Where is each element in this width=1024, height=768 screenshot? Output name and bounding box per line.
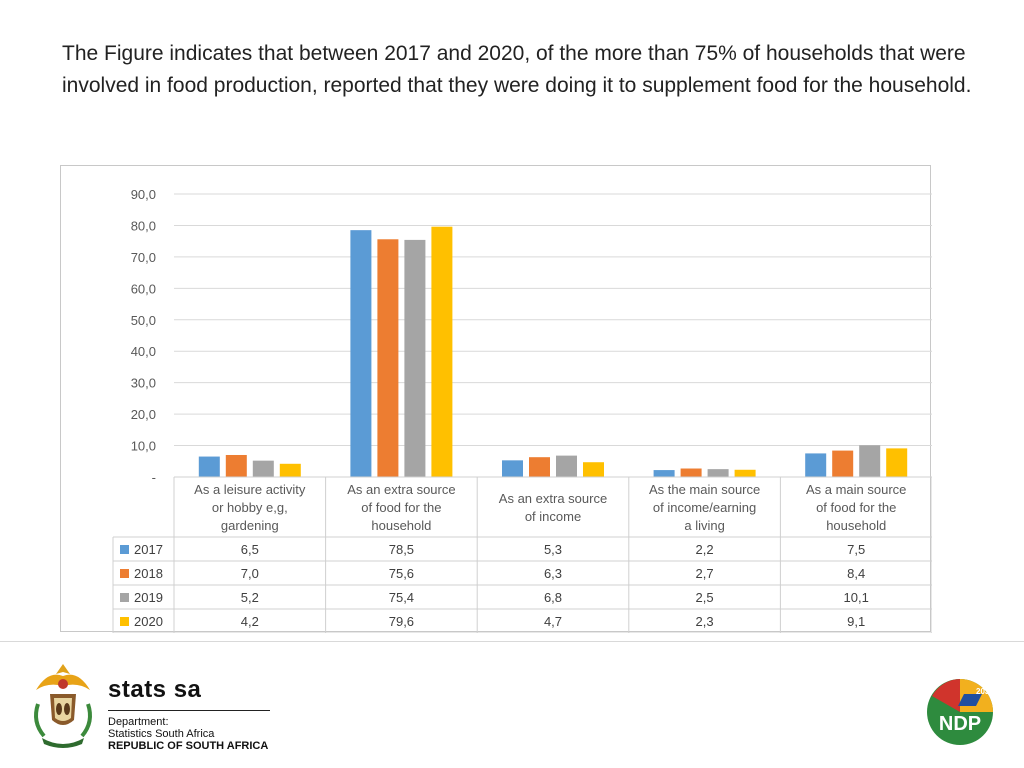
category-label: of food for the: [816, 500, 896, 515]
bar-2020: [886, 448, 908, 477]
category-label: a living: [684, 518, 724, 533]
data-value-label: 79,6: [389, 614, 414, 629]
category-label: As a main source: [806, 482, 906, 497]
legend-key-2020: [120, 617, 129, 626]
y-tick-label: 20,0: [131, 407, 156, 422]
bar-2017: [805, 453, 827, 477]
footer-divider: [0, 641, 1024, 642]
bar-2018: [680, 468, 702, 477]
bar-2017: [198, 456, 220, 477]
legend-key-2018: [120, 569, 129, 578]
y-tick-label: 50,0: [131, 313, 156, 328]
legend-label: 2018: [134, 566, 163, 581]
ndp-2030-logo: 2030 NDP: [927, 679, 994, 745]
bar-2019: [556, 455, 577, 477]
data-value-label: 4,7: [544, 614, 562, 629]
category-label: As an extra source: [499, 491, 607, 506]
bar-2018: [529, 457, 550, 477]
y-tick-label: 70,0: [131, 250, 156, 265]
y-tick-label: 90,0: [131, 187, 156, 202]
y-tick-label: 80,0: [131, 218, 156, 233]
bar-2019: [252, 460, 274, 477]
category-label: As an extra source: [347, 482, 455, 497]
data-value-label: 2,3: [696, 614, 714, 629]
data-value-label: 6,5: [241, 542, 259, 557]
bar-2020: [279, 463, 301, 477]
dept-line-1: Department:: [108, 716, 169, 728]
dept-line-3: REPUBLIC OF SOUTH AFRICA: [108, 740, 269, 752]
category-label: of income: [525, 509, 581, 524]
dept-line-2: Statistics South Africa: [108, 728, 215, 740]
category-label: household: [826, 518, 886, 533]
bar-2018: [377, 239, 399, 477]
bar-chart: - 10,0 20,0 30,0 40,0 50,0 60,0 70,0 80,0 90,0 As …: [112, 187, 932, 633]
stats-sa-logo: stats sa Department: Statistics South Af…: [108, 676, 270, 752]
bar-2017: [350, 230, 372, 477]
intro-text: The Figure indicates that between 2017 a…: [62, 42, 972, 97]
category-label: As the main source: [649, 482, 760, 497]
legend-key-2017: [120, 545, 129, 554]
y-tick-label: 40,0: [131, 344, 156, 359]
category-label: or hobby e,g,: [212, 500, 288, 515]
y-tick-label: 30,0: [131, 376, 156, 391]
data-value-label: 78,5: [389, 542, 414, 557]
category-label: As a leisure activity: [194, 482, 306, 497]
stats-sa-brand: stats sa: [108, 676, 202, 703]
legend-label: 2020: [134, 614, 163, 629]
bar-2020: [734, 469, 756, 477]
category-label: gardening: [221, 518, 279, 533]
category-label: of income/earning: [653, 500, 756, 515]
data-value-label: 8,4: [847, 566, 865, 581]
data-value-label: 7,0: [241, 566, 259, 581]
bar-2017: [653, 470, 675, 477]
y-tick-label: 10,0: [131, 439, 156, 454]
y-tick-label: -: [152, 470, 156, 485]
data-value-label: 2,7: [696, 566, 714, 581]
data-value-label: 6,3: [544, 566, 562, 581]
bar-2019: [404, 239, 426, 477]
category-label: of food for the: [361, 500, 441, 515]
bar-2019: [707, 469, 729, 477]
data-value-label: 7,5: [847, 542, 865, 557]
data-value-label: 75,4: [389, 590, 414, 605]
bar-2020: [431, 226, 453, 477]
bar-2020: [583, 462, 604, 477]
bar-2019: [859, 445, 881, 477]
bar-2018: [832, 450, 854, 477]
data-value-label: 5,2: [241, 590, 259, 605]
data-value-label: 2,5: [696, 590, 714, 605]
data-value-label: 4,2: [241, 614, 259, 629]
category-label: household: [371, 518, 431, 533]
bar-2017: [502, 460, 523, 477]
chart-frame: - 10,0 20,0 30,0 40,0 50,0 60,0 70,0 80,0 90,0 As …: [60, 165, 932, 633]
legend-label: 2019: [134, 590, 163, 605]
ndp-logo-text: NDP: [939, 713, 981, 735]
y-tick-label: 60,0: [131, 281, 156, 296]
data-value-label: 6,8: [544, 590, 562, 605]
coat-of-arms-logo: [34, 664, 92, 748]
ndp-year-text: 2030: [976, 687, 994, 696]
data-value-label: 5,3: [544, 542, 562, 557]
data-value-label: 75,6: [389, 566, 414, 581]
data-value-label: 10,1: [844, 590, 869, 605]
data-value-label: 2,2: [696, 542, 714, 557]
legend-label: 2017: [134, 542, 163, 557]
stats-sa-rule: [108, 710, 270, 711]
legend-key-2019: [120, 593, 129, 602]
data-value-label: 9,1: [847, 614, 865, 629]
bar-2018: [225, 454, 247, 477]
